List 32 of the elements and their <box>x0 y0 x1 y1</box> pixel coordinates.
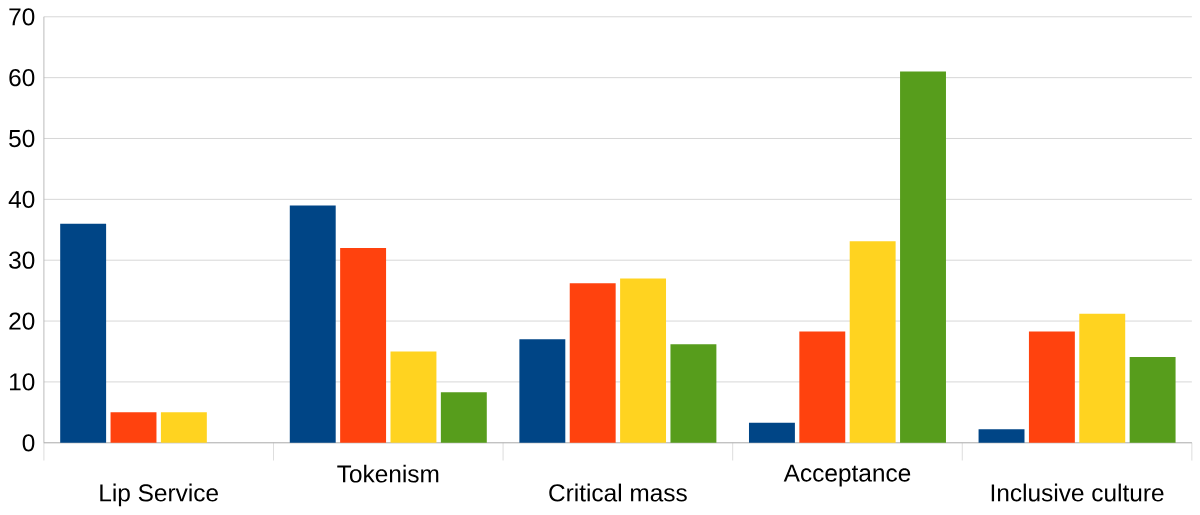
bar <box>519 339 566 444</box>
x-tick-label: Inclusive culture <box>991 483 1164 502</box>
y-tick-label: 30 <box>9 251 35 270</box>
y-tick-label: 70 <box>9 8 35 26</box>
bar <box>670 344 717 444</box>
bar <box>1079 314 1126 444</box>
x-tick-label: Critical mass <box>549 483 687 502</box>
y-tick-label: 10 <box>9 373 35 391</box>
bar <box>569 283 616 444</box>
y-tick-label: 60 <box>9 69 35 87</box>
bar <box>60 223 107 444</box>
y-tick-label: 20 <box>9 312 35 330</box>
bar <box>978 429 1025 444</box>
y-tick-label: 0 <box>22 434 35 452</box>
bar <box>440 392 487 444</box>
bar <box>160 412 207 444</box>
bar <box>849 241 896 444</box>
y-tick-label: 50 <box>9 130 35 148</box>
bar <box>620 278 667 444</box>
bar <box>1129 357 1176 444</box>
bar <box>390 351 437 444</box>
bar <box>110 412 157 444</box>
y-tick-label: 40 <box>8 190 35 209</box>
bar <box>289 205 336 444</box>
x-tick-label: Lip Service <box>100 483 218 507</box>
x-tick-label: Tokenism <box>337 464 439 483</box>
x-tick-label: Acceptance <box>783 464 911 487</box>
bar <box>799 331 846 444</box>
bar <box>748 422 795 444</box>
bar <box>900 71 946 444</box>
bar <box>1028 331 1075 444</box>
bar <box>340 248 387 444</box>
